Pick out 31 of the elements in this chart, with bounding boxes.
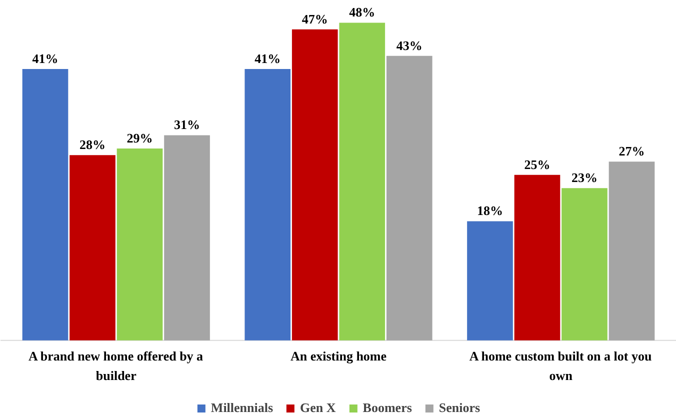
data-label: 18% bbox=[476, 203, 503, 218]
bar bbox=[70, 155, 116, 340]
legend-label: Seniors bbox=[438, 400, 480, 416]
legend-label: Gen X bbox=[300, 400, 336, 416]
data-label: 28% bbox=[80, 137, 106, 152]
data-label: 23% bbox=[571, 170, 598, 186]
data-label: 41% bbox=[32, 51, 58, 66]
bar bbox=[514, 174, 560, 340]
data-label: 47% bbox=[302, 11, 328, 26]
bar bbox=[608, 162, 655, 340]
data-label: 31% bbox=[174, 117, 200, 132]
bar bbox=[244, 69, 291, 340]
data-label: 43% bbox=[396, 38, 422, 53]
bar bbox=[22, 69, 68, 340]
data-label: 27% bbox=[618, 144, 645, 159]
data-label: 25% bbox=[524, 156, 550, 172]
x-tick-label: A home custom built on a lot you own bbox=[469, 348, 652, 383]
x-tick-label: A brand new home offered by a builder bbox=[28, 348, 204, 383]
data-label: 29% bbox=[126, 130, 153, 146]
x-tick-label: An existing home bbox=[290, 348, 387, 364]
legend-label: Millennials bbox=[210, 400, 274, 416]
data-label: 41% bbox=[254, 51, 281, 66]
bar bbox=[562, 188, 608, 340]
bar bbox=[386, 56, 432, 340]
bar bbox=[116, 148, 163, 340]
data-label: 48% bbox=[349, 4, 376, 20]
bar bbox=[339, 22, 386, 340]
bar bbox=[467, 221, 513, 340]
legend-label: Boomers bbox=[362, 400, 412, 416]
bar bbox=[292, 29, 338, 340]
bar bbox=[164, 135, 210, 340]
